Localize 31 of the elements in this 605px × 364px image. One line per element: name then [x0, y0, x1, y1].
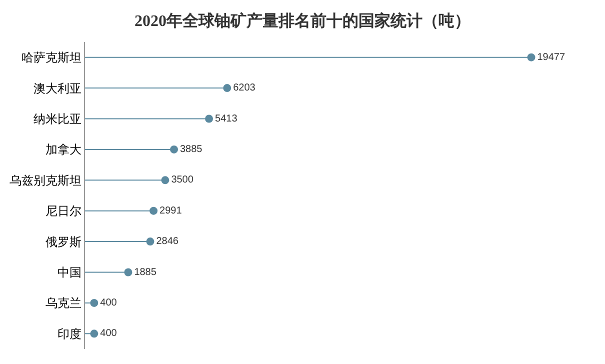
y-tick-label: 印度 — [58, 326, 82, 341]
y-tick-label: 哈萨克斯坦 — [22, 50, 82, 65]
data-label: 6203 — [233, 82, 256, 94]
data-label: 2846 — [156, 236, 179, 248]
y-tick-label: 乌克兰 — [46, 296, 82, 310]
y-tick-label: 纳米比亚 — [34, 112, 82, 126]
y-tick-label: 中国 — [58, 265, 82, 280]
data-label: 3885 — [180, 144, 203, 155]
data-label: 400 — [100, 328, 118, 340]
point — [150, 206, 158, 215]
y-tick-label: 乌兹别克斯坦 — [10, 173, 82, 188]
point — [90, 330, 98, 338]
data-label: 5413 — [215, 113, 238, 124]
chart-title: 2020年全球铀矿产量排名前十的国家统计（吨） — [134, 10, 470, 30]
point — [90, 298, 98, 307]
data-label: 2991 — [160, 205, 182, 216]
point — [124, 268, 132, 276]
point — [223, 84, 232, 92]
data-label: 400 — [100, 297, 118, 308]
y-tick-label: 俄罗斯 — [46, 234, 82, 249]
point — [170, 145, 178, 154]
point — [161, 176, 170, 184]
point — [205, 114, 214, 123]
data-label: 1885 — [134, 266, 157, 278]
y-tick-label: 尼日尔 — [46, 204, 82, 218]
data-label: 3500 — [171, 174, 194, 186]
y-tick-label: 澳大利亚 — [34, 81, 82, 96]
data-label: 19477 — [537, 52, 566, 63]
y-tick-label: 加拿大 — [46, 142, 82, 157]
point — [527, 53, 536, 62]
point — [146, 238, 154, 246]
